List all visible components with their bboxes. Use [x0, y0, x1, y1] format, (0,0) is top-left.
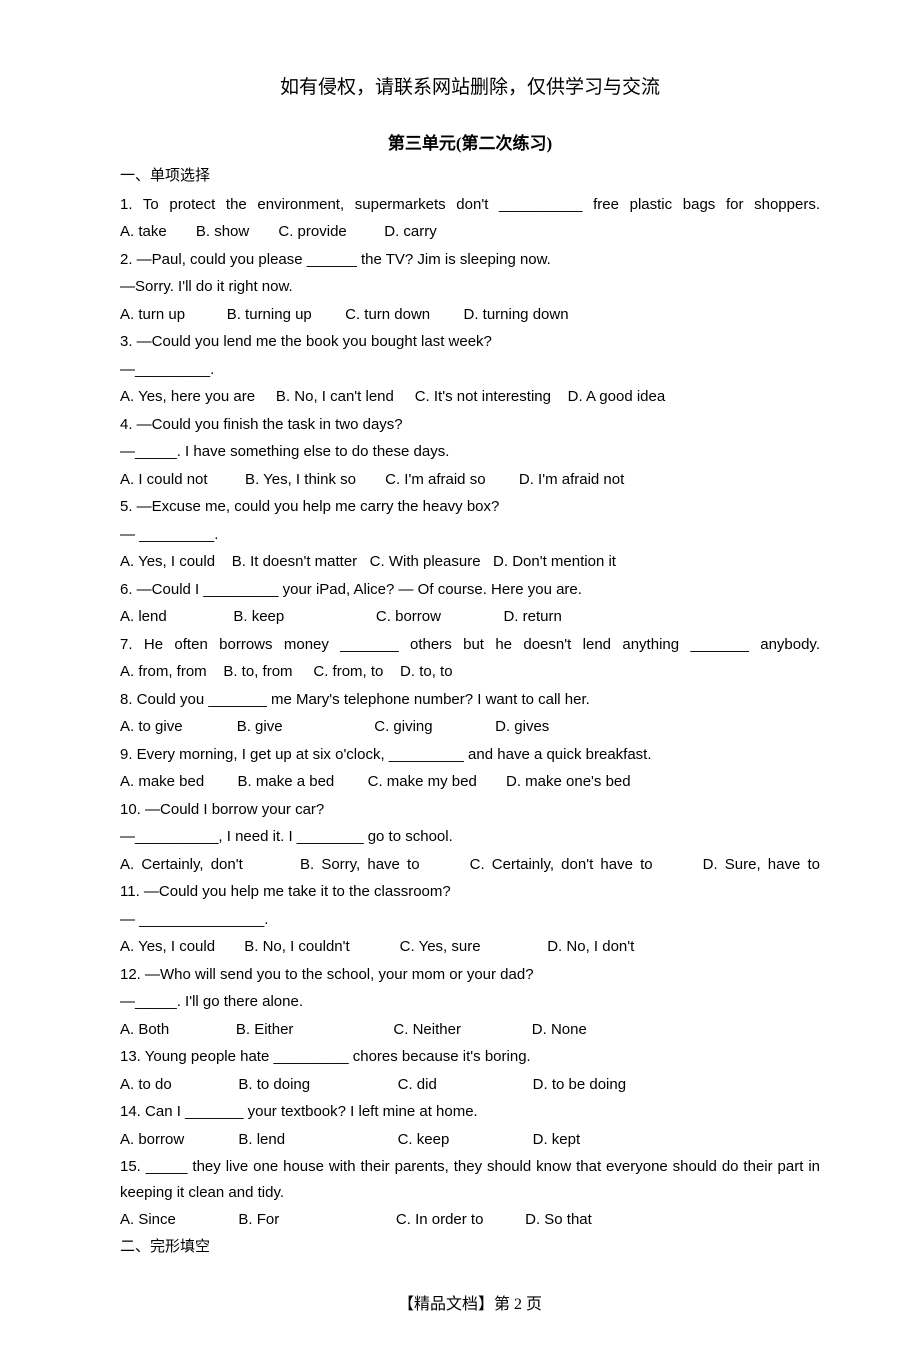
question-12-options: A. Both B. Either C. Neither D. None — [120, 1017, 820, 1043]
question-15-text: 15. _____ they live one house with their… — [120, 1154, 820, 1205]
question-5-text2: — _________. — [120, 522, 820, 548]
question-2-options: A. turn up B. turning up C. turn down D.… — [120, 302, 820, 328]
question-8-text: 8. Could you _______ me Mary's telephone… — [120, 687, 820, 713]
question-3-options: A. Yes, here you are B. No, I can't lend… — [120, 384, 820, 410]
question-1-text: 1. To protect the environment, supermark… — [120, 192, 820, 218]
question-12-text1: 12. —Who will send you to the school, yo… — [120, 962, 820, 988]
section-1-heading: 一、单项选择 — [120, 164, 820, 190]
page-footer: 【精品文档】第 2 页 — [120, 1290, 820, 1314]
page-container: 如有侵权，请联系网站删除，仅供学习与交流 第三单元(第二次练习) 一、单项选择 … — [0, 0, 920, 1354]
question-7-options: A. from, from B. to, from C. from, to D.… — [120, 659, 820, 685]
copyright-header: 如有侵权，请联系网站删除，仅供学习与交流 — [120, 72, 820, 99]
question-4-text2: —_____. I have something else to do thes… — [120, 439, 820, 465]
question-14-text: 14. Can I _______ your textbook? I left … — [120, 1099, 820, 1125]
question-10-options: A. Certainly, don't B. Sorry, have to C.… — [120, 852, 820, 878]
question-4-text1: 4. —Could you finish the task in two day… — [120, 412, 820, 438]
question-9-text: 9. Every morning, I get up at six o'cloc… — [120, 742, 820, 768]
question-6-text: 6. —Could I _________ your iPad, Alice? … — [120, 577, 820, 603]
question-14-options: A. borrow B. lend C. keep D. kept — [120, 1127, 820, 1153]
question-2-text2: —Sorry. I'll do it right now. — [120, 274, 820, 300]
question-5-text1: 5. —Excuse me, could you help me carry t… — [120, 494, 820, 520]
question-15-options: A. Since B. For C. In order to D. So tha… — [120, 1207, 820, 1233]
question-1-options: A. take B. show C. provide D. carry — [120, 219, 820, 245]
question-10-text1: 10. —Could I borrow your car? — [120, 797, 820, 823]
question-11-text1: 11. —Could you help me take it to the cl… — [120, 879, 820, 905]
question-5-options: A. Yes, I could B. It doesn't matter C. … — [120, 549, 820, 575]
question-12-text2: —_____. I'll go there alone. — [120, 989, 820, 1015]
question-11-text2: — _______________. — [120, 907, 820, 933]
question-10-text2: —__________, I need it. I ________ go to… — [120, 824, 820, 850]
question-13-text: 13. Young people hate _________ chores b… — [120, 1044, 820, 1070]
question-8-options: A. to give B. give C. giving D. gives — [120, 714, 820, 740]
question-11-options: A. Yes, I could B. No, I couldn't C. Yes… — [120, 934, 820, 960]
question-3-text2: —_________. — [120, 357, 820, 383]
unit-title: 第三单元(第二次练习) — [120, 129, 820, 154]
question-6-options: A. lend B. keep C. borrow D. return — [120, 604, 820, 630]
question-2-text1: 2. —Paul, could you please ______ the TV… — [120, 247, 820, 273]
section-2-heading: 二、完形填空 — [120, 1235, 820, 1261]
question-9-options: A. make bed B. make a bed C. make my bed… — [120, 769, 820, 795]
question-3-text1: 3. —Could you lend me the book you bough… — [120, 329, 820, 355]
question-4-options: A. I could not B. Yes, I think so C. I'm… — [120, 467, 820, 493]
question-13-options: A. to do B. to doing C. did D. to be doi… — [120, 1072, 820, 1098]
question-7-text: 7. He often borrows money _______ others… — [120, 632, 820, 658]
